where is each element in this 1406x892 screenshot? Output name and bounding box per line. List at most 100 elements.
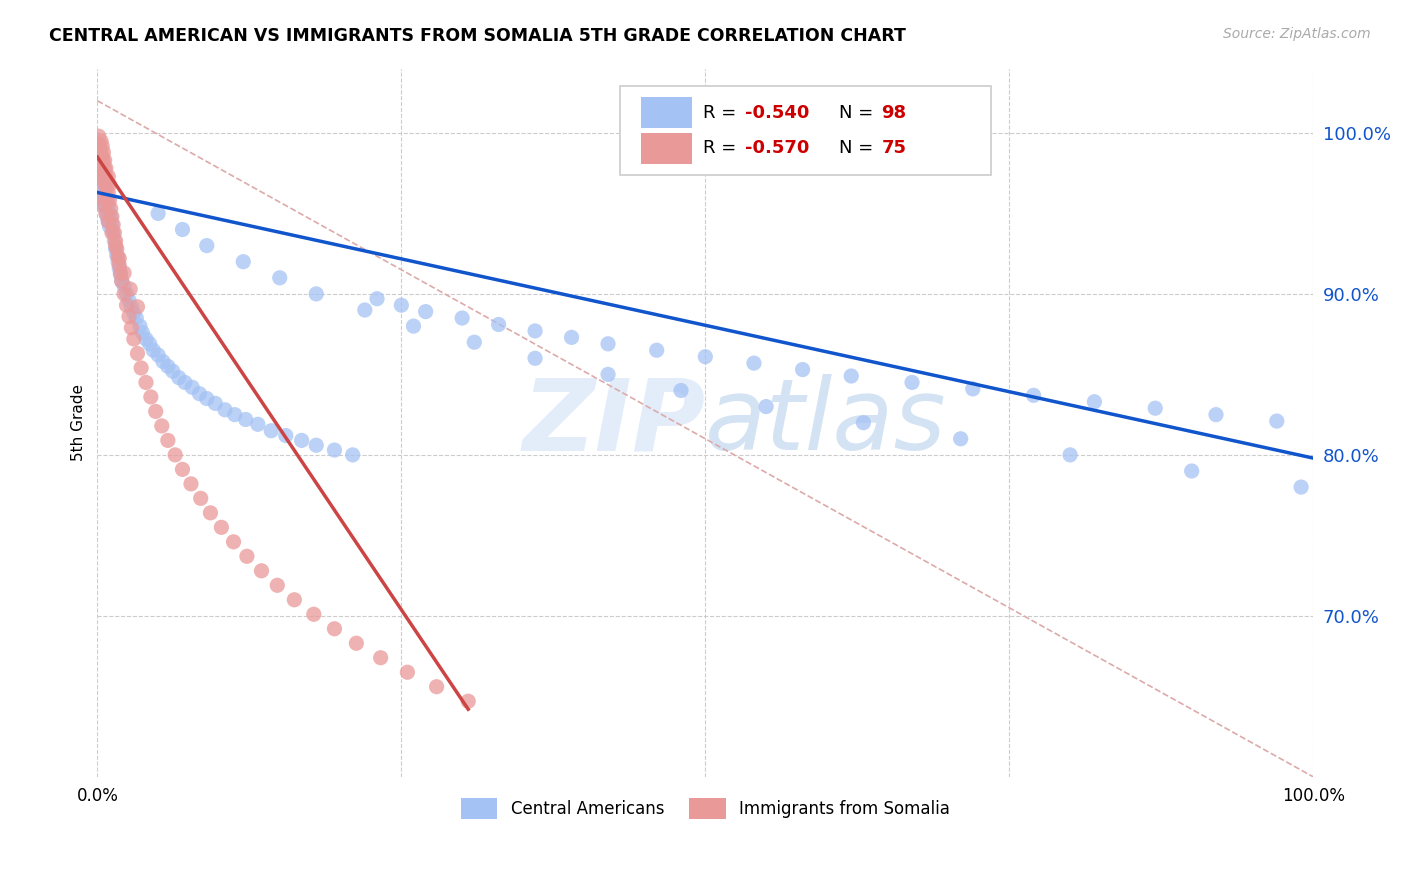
- Point: [1205, 408, 1227, 422]
- Point: [94, 190, 117, 204]
- Point: [195, 238, 218, 252]
- Point: [90, 178, 112, 192]
- Point: [1022, 388, 1045, 402]
- Point: [188, 386, 211, 401]
- Point: [962, 382, 984, 396]
- Point: [122, 332, 145, 346]
- Point: [93, 178, 115, 192]
- Point: [100, 202, 122, 216]
- Point: [98, 206, 121, 220]
- Point: [145, 404, 167, 418]
- Point: [96, 194, 118, 208]
- Point: [146, 206, 169, 220]
- Point: [122, 306, 145, 320]
- Point: [138, 336, 160, 351]
- Point: [91, 182, 114, 196]
- Point: [139, 390, 162, 404]
- Point: [370, 650, 392, 665]
- Point: [174, 376, 197, 390]
- Point: [839, 369, 862, 384]
- Point: [344, 636, 367, 650]
- Point: [127, 346, 149, 360]
- Point: [165, 448, 187, 462]
- Point: [98, 194, 121, 208]
- Text: R =: R =: [703, 103, 742, 121]
- Point: [94, 186, 117, 200]
- Point: [108, 258, 131, 272]
- Point: [103, 226, 125, 240]
- Point: [1289, 480, 1312, 494]
- Text: atlas: atlas: [706, 374, 946, 471]
- Point: [1265, 414, 1288, 428]
- Point: [695, 350, 717, 364]
- Point: [172, 222, 194, 236]
- Point: [101, 226, 124, 240]
- Point: [112, 266, 135, 280]
- Point: [90, 194, 112, 208]
- Point: [111, 274, 134, 288]
- Point: [94, 169, 117, 184]
- Point: [105, 248, 128, 262]
- Point: [96, 178, 118, 192]
- Point: [353, 303, 375, 318]
- Point: [269, 270, 291, 285]
- Point: [209, 520, 232, 534]
- Point: [792, 362, 814, 376]
- Point: [105, 242, 128, 256]
- Point: [98, 219, 121, 234]
- Point: [135, 376, 157, 390]
- Point: [89, 153, 111, 168]
- Point: [97, 214, 120, 228]
- Point: [645, 343, 668, 358]
- Point: [127, 300, 149, 314]
- Point: [457, 694, 479, 708]
- Point: [93, 178, 115, 192]
- Point: [402, 319, 425, 334]
- Point: [104, 234, 127, 248]
- Point: [156, 434, 179, 448]
- Point: [488, 318, 510, 332]
- Point: [118, 293, 141, 308]
- Point: [1083, 394, 1105, 409]
- Point: [524, 324, 547, 338]
- Point: [415, 304, 437, 318]
- Point: [94, 206, 117, 220]
- Point: [98, 178, 121, 192]
- Point: [669, 384, 692, 398]
- Text: ZIP: ZIP: [522, 374, 706, 471]
- Point: [93, 187, 115, 202]
- Point: [93, 194, 115, 208]
- Point: [120, 320, 142, 334]
- Point: [342, 448, 364, 462]
- Point: [93, 154, 115, 169]
- Point: [742, 356, 765, 370]
- Point: [131, 326, 153, 340]
- Text: Source: ZipAtlas.com: Source: ZipAtlas.com: [1223, 27, 1371, 41]
- Point: [152, 354, 174, 368]
- Point: [167, 370, 190, 384]
- Point: [266, 578, 288, 592]
- Point: [323, 622, 346, 636]
- Point: [115, 286, 138, 301]
- Point: [93, 161, 115, 176]
- Point: [142, 343, 165, 358]
- Point: [97, 186, 120, 200]
- Point: [90, 145, 112, 160]
- Point: [162, 364, 184, 378]
- Legend: Central Americans, Immigrants from Somalia: Central Americans, Immigrants from Somal…: [454, 791, 956, 825]
- Point: [115, 298, 138, 312]
- Point: [93, 153, 115, 168]
- Point: [87, 137, 110, 152]
- Point: [87, 129, 110, 144]
- Point: [93, 198, 115, 212]
- Point: [108, 252, 131, 266]
- Text: N =: N =: [839, 139, 879, 157]
- Point: [274, 428, 297, 442]
- Point: [596, 368, 619, 382]
- Point: [94, 203, 117, 218]
- Point: [110, 266, 132, 280]
- Point: [235, 412, 257, 426]
- Point: [222, 534, 245, 549]
- Point: [524, 351, 547, 366]
- Point: [90, 161, 112, 176]
